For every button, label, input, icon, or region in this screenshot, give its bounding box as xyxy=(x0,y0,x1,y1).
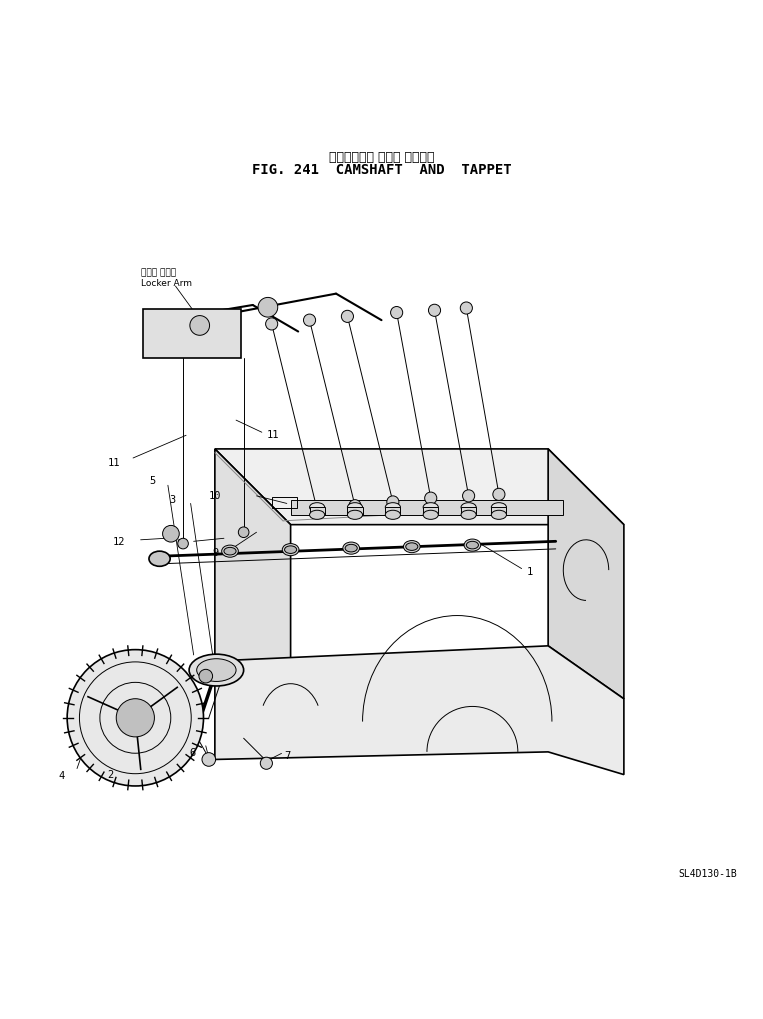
Ellipse shape xyxy=(347,511,362,520)
Ellipse shape xyxy=(310,511,325,520)
Ellipse shape xyxy=(345,544,357,552)
Text: カムシャフト および タペット: カムシャフト および タペット xyxy=(329,151,434,164)
Circle shape xyxy=(190,316,210,335)
Text: 9: 9 xyxy=(212,548,219,558)
Ellipse shape xyxy=(466,541,478,549)
Circle shape xyxy=(462,490,475,502)
Circle shape xyxy=(266,318,278,330)
Circle shape xyxy=(429,305,440,316)
Ellipse shape xyxy=(491,511,507,520)
Ellipse shape xyxy=(406,543,418,550)
Circle shape xyxy=(425,492,436,504)
Text: 11: 11 xyxy=(266,430,278,440)
Ellipse shape xyxy=(310,502,325,512)
Bar xyxy=(272,497,297,508)
Ellipse shape xyxy=(385,502,401,512)
Ellipse shape xyxy=(423,511,438,520)
Circle shape xyxy=(116,699,154,737)
Polygon shape xyxy=(215,449,624,525)
Polygon shape xyxy=(215,449,291,699)
Text: 5: 5 xyxy=(150,476,156,486)
Ellipse shape xyxy=(197,658,236,682)
Text: Locker Arm: Locker Arm xyxy=(140,278,192,287)
Text: 4: 4 xyxy=(59,771,65,782)
Text: 8: 8 xyxy=(555,503,562,513)
Ellipse shape xyxy=(464,539,481,551)
Ellipse shape xyxy=(343,542,359,554)
Text: SL4D130-1B: SL4D130-1B xyxy=(679,869,738,879)
Circle shape xyxy=(163,526,179,542)
Bar xyxy=(291,499,563,515)
Ellipse shape xyxy=(149,551,170,567)
Circle shape xyxy=(311,503,324,516)
Ellipse shape xyxy=(282,543,299,555)
Circle shape xyxy=(178,538,188,549)
Ellipse shape xyxy=(491,502,507,512)
Ellipse shape xyxy=(461,502,476,512)
Text: ロッカ アーム: ロッカ アーム xyxy=(140,269,175,277)
Text: 1: 1 xyxy=(527,567,533,577)
Bar xyxy=(310,507,325,515)
Circle shape xyxy=(349,499,361,512)
Circle shape xyxy=(341,311,353,322)
Circle shape xyxy=(199,669,213,683)
Ellipse shape xyxy=(461,511,476,520)
Ellipse shape xyxy=(423,502,438,512)
Bar xyxy=(385,507,401,515)
Polygon shape xyxy=(215,646,624,774)
Ellipse shape xyxy=(222,545,238,557)
Circle shape xyxy=(387,496,399,508)
Text: 7: 7 xyxy=(285,751,291,760)
Text: 8: 8 xyxy=(177,539,183,548)
Circle shape xyxy=(258,298,278,317)
Circle shape xyxy=(202,753,216,766)
Ellipse shape xyxy=(224,547,236,555)
Circle shape xyxy=(304,314,316,326)
Ellipse shape xyxy=(189,654,243,686)
Ellipse shape xyxy=(404,540,420,552)
Ellipse shape xyxy=(285,546,297,553)
Circle shape xyxy=(493,488,505,500)
Circle shape xyxy=(67,650,204,786)
Bar xyxy=(491,507,507,515)
Bar xyxy=(347,507,362,515)
Circle shape xyxy=(460,302,472,314)
Text: 11: 11 xyxy=(108,458,121,468)
Text: FIG. 241  CAMSHAFT  AND  TAPPET: FIG. 241 CAMSHAFT AND TAPPET xyxy=(252,163,511,177)
Text: 10: 10 xyxy=(208,491,221,501)
Circle shape xyxy=(260,757,272,769)
Ellipse shape xyxy=(385,511,401,520)
Bar xyxy=(143,309,241,358)
Text: 3: 3 xyxy=(169,495,175,505)
Polygon shape xyxy=(548,449,624,699)
Text: 6: 6 xyxy=(190,748,196,758)
Circle shape xyxy=(238,527,249,538)
Circle shape xyxy=(391,307,403,319)
Bar xyxy=(423,507,438,515)
Bar xyxy=(461,507,476,515)
Text: 2: 2 xyxy=(108,769,114,780)
Ellipse shape xyxy=(347,502,362,512)
Text: 12: 12 xyxy=(113,537,125,547)
